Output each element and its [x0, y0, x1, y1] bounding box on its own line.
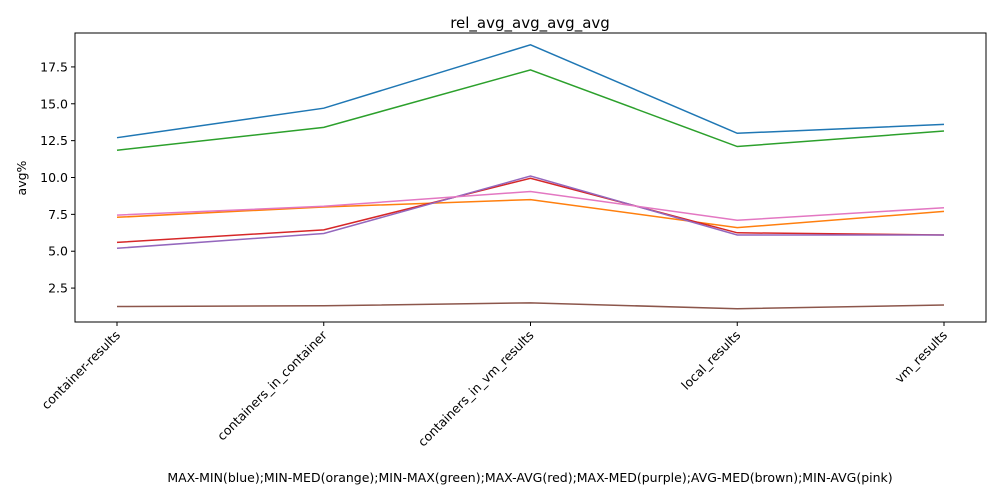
y-tick-label: 10.0	[40, 170, 68, 185]
y-axis-label: avg%	[14, 160, 29, 195]
x-tick-label: containers_in_vm_results	[415, 328, 537, 450]
series-line-1	[116, 198, 945, 229]
y-tick-label: 2.5	[48, 281, 68, 296]
chart-title: rel_avg_avg_avg_avg	[450, 14, 610, 33]
series-line-3	[116, 177, 945, 244]
series-line-5	[116, 302, 945, 310]
y-tick-label: 12.5	[40, 133, 68, 148]
x-tick-label: local_results	[678, 328, 743, 393]
x-tick-label: container-results	[38, 328, 123, 413]
series-lines	[116, 43, 945, 310]
x-axis-label: MAX-MIN(blue);MIN-MED(orange);MIN-MAX(gr…	[167, 470, 892, 485]
series-line-4	[116, 175, 944, 250]
y-tick-label: 15.0	[40, 96, 68, 111]
y-tick-label: 5.0	[48, 244, 68, 259]
series-line-0	[116, 43, 945, 139]
x-tick-label: containers_in_container	[214, 327, 330, 443]
y-tick-label: 7.5	[48, 207, 68, 222]
series-line-2	[116, 69, 945, 151]
series-line-6	[116, 190, 945, 222]
y-tick-label: 17.5	[40, 59, 68, 74]
x-tick-label: vm_results	[892, 328, 950, 386]
x-axis-ticks: container-results containers_in_container…	[38, 322, 950, 449]
y-axis-ticks: 2.5 5.0 7.5 10.0 12.5 15.0 17.5	[40, 59, 75, 296]
